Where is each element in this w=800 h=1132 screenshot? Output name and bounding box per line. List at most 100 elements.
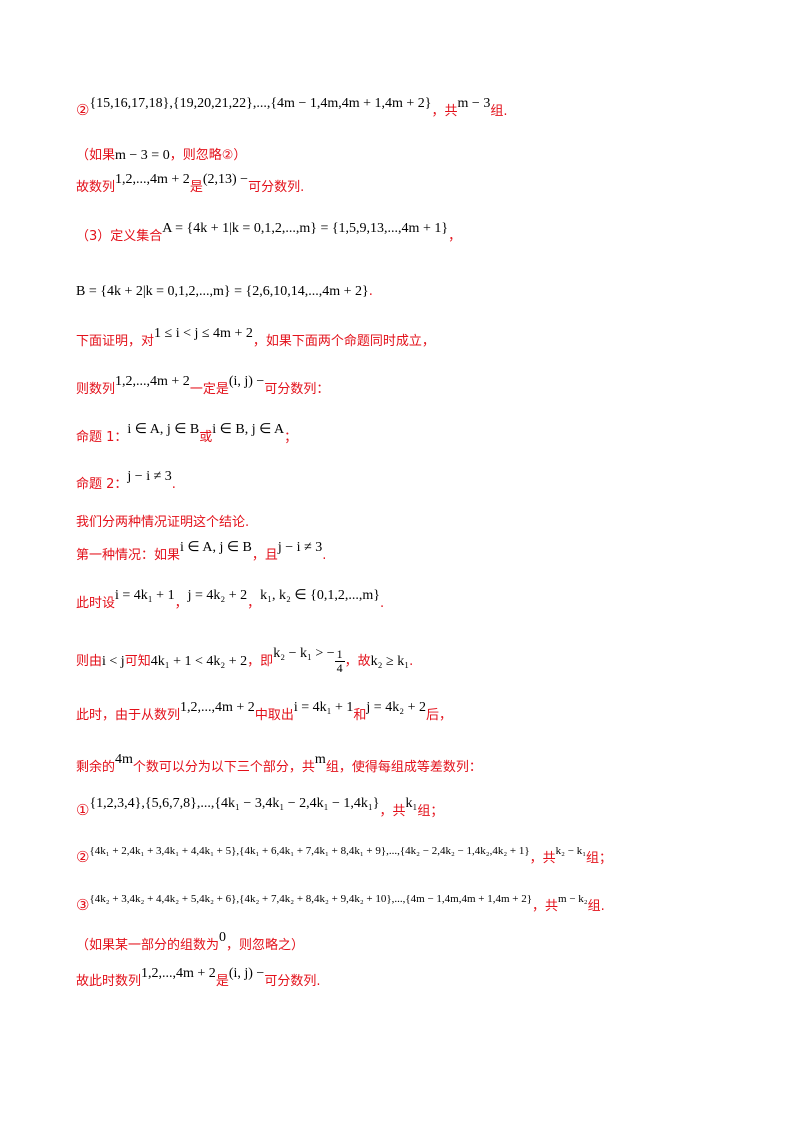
text: 可分数列： [264, 382, 330, 397]
text: 故数列 [76, 180, 116, 195]
text: 此时设 [76, 596, 116, 611]
math: k₁, k₂ ∈ {0,1,2,...,m} [260, 588, 380, 603]
math: {4k₁ + 2,4k₁ + 3,4k₁ + 4,4k₁ + 5},{4k₁ +… [89, 845, 530, 857]
line-1: ②{15,16,17,18},{19,20,21,22},...,{4m − 1… [76, 96, 508, 122]
line-10: 我们分两种情况证明这个结论. [76, 513, 249, 533]
line-5: B = {4k + 2|k = 0,1,2,...,m} = {2,6,10,1… [76, 282, 373, 302]
math: k₂ − k₁ [555, 845, 587, 857]
text: . [379, 596, 385, 611]
math: i = 4k₁ + 1 [115, 588, 175, 603]
text: 组. [587, 899, 605, 914]
line-3: 故数列1,2,...,4m + 2是(2,13) −可分数列. [76, 172, 304, 198]
math: B = {4k + 2|k = 0,1,2,...,m} = {2,6,10,1… [76, 284, 369, 299]
math: k₂ − k₁ > − [273, 646, 335, 661]
text: ，则忽略②） [169, 148, 247, 163]
math: 4k₁ + 1 < 4k₂ + 2 [150, 654, 248, 669]
text: 一定是 [189, 382, 229, 397]
text: ，则忽略之） [226, 938, 305, 953]
fraction-denominator: 4 [336, 661, 343, 675]
text: ， [247, 596, 261, 611]
line-8: 命题 1：i ∈ A, j ∈ B或i ∈ B, j ∈ A； [76, 422, 297, 448]
math: i ∈ B, j ∈ A [212, 422, 285, 437]
text: 个数可以分为以下三个部分，共 [132, 760, 315, 775]
text: 组； [586, 851, 613, 866]
line-2: （如果m − 3 = 0，则忽略②） [76, 146, 246, 166]
text: ，共 [529, 851, 556, 866]
math: m − k₂ [558, 893, 588, 905]
text: 故此时数列 [76, 974, 142, 989]
line-7: 则数列1,2,...,4m + 2一定是(i, j) −可分数列： [76, 374, 330, 400]
text: 组. [490, 104, 508, 119]
math: (i, j) − [228, 374, 265, 389]
text: 命题 2： [76, 477, 128, 492]
fraction-numerator: 1 [334, 647, 345, 662]
math: m − 3 = 0 [115, 148, 170, 163]
math: 1 ≤ i < j ≤ 4m + 2 [154, 326, 253, 341]
text: 和 [353, 708, 367, 723]
line-11: 第一种情况：如果i ∈ A, j ∈ B，且j − i ≠ 3. [76, 540, 326, 566]
math: A = {4k + 1|k = 0,1,2,...,m} = {1,5,9,13… [162, 221, 449, 236]
math: i < j [102, 654, 125, 669]
math: {15,16,17,18},{19,20,21,22},...,{4m − 1,… [89, 96, 432, 111]
line-13: 则由i < j可知4k₁ + 1 < 4k₂ + 2，即k₂ − k₁ > −1… [76, 646, 414, 675]
math: j − i ≠ 3 [127, 469, 172, 484]
text: （如果某一部分的组数为 [76, 938, 220, 953]
math: {4k₂ + 3,4k₂ + 4,4k₂ + 5,4k₂ + 6},{4k₂ +… [89, 893, 533, 905]
math: 1,2,...,4m + 2 [180, 700, 255, 715]
circled-1: ① [76, 801, 90, 819]
text: ，故 [344, 654, 371, 669]
text: 组； [417, 804, 444, 819]
text: 是 [215, 974, 229, 989]
text: 则数列 [76, 382, 116, 397]
math: m − 3 [457, 96, 491, 111]
line-6: 下面证明，对1 ≤ i < j ≤ 4m + 2，如果下面两个命题同时成立， [76, 326, 435, 352]
text: ，即 [247, 654, 274, 669]
line-12: 此时设i = 4k₁ + 1，j = 4k₂ + 2，k₁, k₂ ∈ {0,1… [76, 588, 385, 614]
line-15: 剩余的4m个数可以分为以下三个部分，共m组，使得每组成等差数列： [76, 752, 482, 778]
text: （3）定义集合 [76, 229, 163, 244]
text: ， [448, 229, 462, 244]
math: 4m [115, 752, 133, 767]
text: ， [174, 596, 188, 611]
math: k₂ ≥ k₁ [370, 654, 410, 669]
text: 中取出 [254, 708, 294, 723]
line-9: 命题 2：j − i ≠ 3. [76, 469, 176, 495]
text: 第一种情况：如果 [76, 548, 181, 563]
line-20: 故此时数列1,2,...,4m + 2是(i, j) −可分数列. [76, 966, 321, 992]
math: 1,2,...,4m + 2 [141, 966, 216, 981]
text: 或 [199, 430, 213, 445]
text: ，且 [251, 548, 278, 563]
math: i ∈ A, j ∈ B [127, 422, 200, 437]
text: . [171, 477, 176, 492]
text: ，共 [379, 804, 406, 819]
math: i ∈ A, j ∈ B [180, 540, 252, 555]
line-17: ②{4k₁ + 2,4k₁ + 3,4k₁ + 4,4k₁ + 5},{4k₁ … [76, 845, 613, 869]
math: {1,2,3,4},{5,6,7,8},...,{4k₁ − 3,4k₁ − 2… [89, 796, 380, 811]
math: 0 [219, 930, 227, 945]
circled-2: ② [76, 848, 90, 866]
text: 下面证明，对 [76, 334, 155, 349]
math: j − i ≠ 3 [277, 540, 323, 555]
text: ，共 [532, 899, 559, 914]
line-19: （如果某一部分的组数为0，则忽略之） [76, 930, 305, 956]
text: 命题 1： [76, 430, 128, 445]
line-18: ③{4k₂ + 3,4k₂ + 4,4k₂ + 5,4k₂ + 6},{4k₂ … [76, 893, 605, 917]
circled-3: ③ [76, 896, 90, 914]
text: 可分数列. [264, 974, 321, 989]
text: 可知 [124, 654, 151, 669]
circled-2: ② [76, 101, 90, 119]
text: ，如果下面两个命题同时成立， [252, 334, 435, 349]
math: j = 4k₂ + 2 [366, 700, 426, 715]
math: k₁ [405, 796, 418, 811]
math: (2,13) − [202, 172, 249, 187]
text: . [409, 654, 414, 669]
text: 后， [425, 708, 452, 723]
text: 此时，由于从数列 [76, 708, 181, 723]
text: 组，使得每组成等差数列： [325, 760, 482, 775]
line-16: ①{1,2,3,4},{5,6,7,8},...,{4k₁ − 3,4k₁ − … [76, 796, 444, 822]
math: i = 4k₁ + 1 [293, 700, 354, 715]
text: （如果 [76, 148, 116, 163]
text: 我们分两种情况证明这个结论. [76, 515, 250, 530]
math: 1,2,...,4m + 2 [115, 172, 190, 187]
